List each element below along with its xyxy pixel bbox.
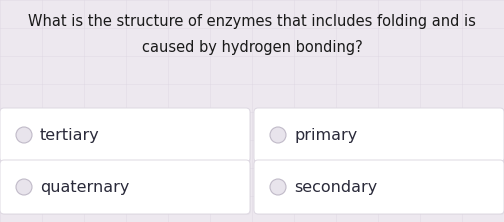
Circle shape xyxy=(270,179,286,195)
FancyBboxPatch shape xyxy=(254,160,504,214)
Circle shape xyxy=(270,127,286,143)
FancyBboxPatch shape xyxy=(254,108,504,162)
Text: secondary: secondary xyxy=(294,180,377,194)
Text: primary: primary xyxy=(294,127,357,143)
Circle shape xyxy=(16,127,32,143)
Text: caused by hydrogen bonding?: caused by hydrogen bonding? xyxy=(142,40,362,55)
FancyBboxPatch shape xyxy=(255,161,504,215)
Circle shape xyxy=(16,179,32,195)
FancyBboxPatch shape xyxy=(0,160,250,214)
FancyBboxPatch shape xyxy=(1,161,251,215)
Text: tertiary: tertiary xyxy=(40,127,100,143)
FancyBboxPatch shape xyxy=(0,108,250,162)
Text: What is the structure of enzymes that includes folding and is: What is the structure of enzymes that in… xyxy=(28,14,476,29)
FancyBboxPatch shape xyxy=(1,109,251,163)
Text: quaternary: quaternary xyxy=(40,180,130,194)
FancyBboxPatch shape xyxy=(255,109,504,163)
